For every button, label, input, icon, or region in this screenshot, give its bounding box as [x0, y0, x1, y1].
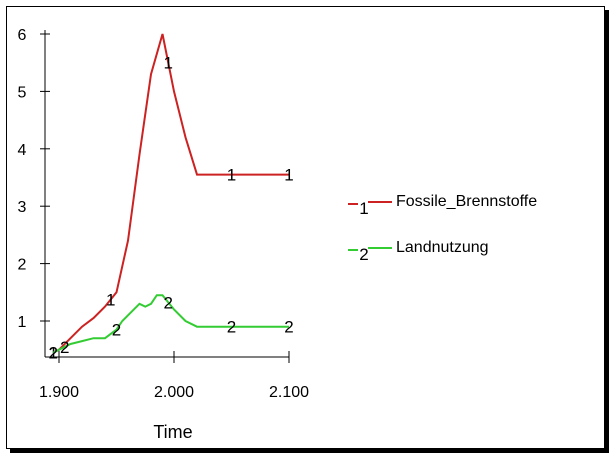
x-tick-label: 2.000 — [154, 384, 194, 401]
y-tick-label: 5 — [18, 84, 27, 101]
y-tick-label: 1 — [18, 314, 27, 331]
legend-marker-2: 2 — [359, 245, 368, 264]
series-2-marker: 2 — [164, 293, 173, 312]
y-tick-label: 6 — [18, 27, 27, 44]
x-tick-label: 1.900 — [39, 384, 79, 401]
series-2-marker: 2 — [49, 344, 58, 363]
x-tick-label: 2.100 — [269, 384, 309, 401]
frame-shadow-bottom — [10, 449, 609, 453]
series-2-marker: 2 — [227, 318, 236, 337]
series-line-2 — [52, 294, 289, 354]
series-2-marker: 2 — [112, 321, 121, 340]
x-axis-title: Time — [153, 422, 192, 442]
series-1-marker: 1 — [164, 54, 173, 73]
series-1-marker: 1 — [49, 344, 58, 363]
frame-shadow-right — [605, 10, 609, 453]
series-1-marker: 1 — [284, 166, 293, 185]
series-2-marker: 2 — [284, 318, 293, 337]
legend-label-2: Landnutzung — [396, 239, 489, 256]
y-tick-label: 4 — [18, 142, 27, 159]
chart-frame — [6, 6, 605, 449]
legend-marker-1: 1 — [359, 199, 368, 218]
series-2-marker: 2 — [60, 338, 69, 357]
series-1-marker: 1 — [227, 166, 236, 185]
legend-label-1: Fossile_Brennstoffe — [396, 193, 537, 210]
y-tick-label: 3 — [18, 199, 27, 216]
y-tick-label: 2 — [18, 257, 27, 274]
series-line-1 — [52, 33, 289, 354]
legend: 1 Fossile_Brennstoffe 2 Landnutzung — [348, 193, 537, 264]
series-1-marker: 1 — [106, 290, 115, 309]
